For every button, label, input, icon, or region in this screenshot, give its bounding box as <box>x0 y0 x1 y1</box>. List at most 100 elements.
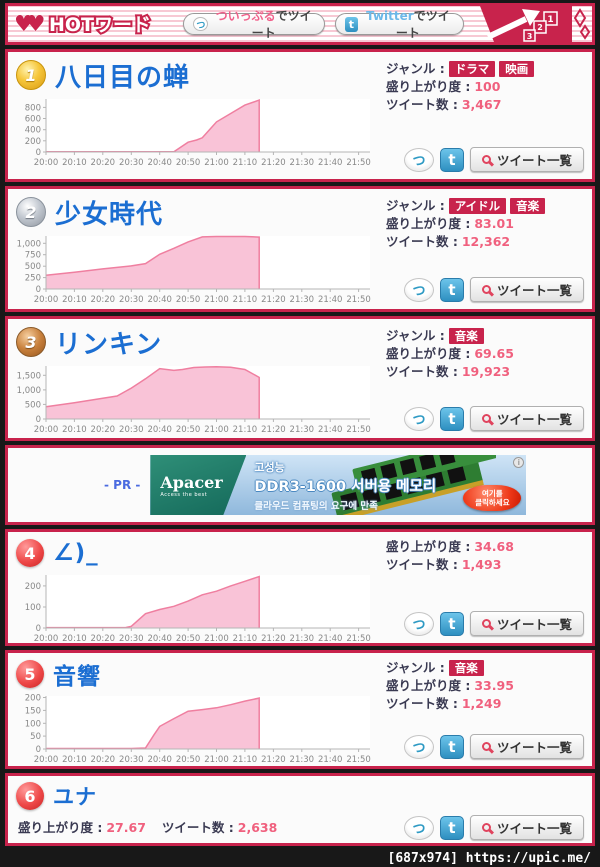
svg-text:1,000: 1,000 <box>17 239 41 249</box>
item-title-link[interactable]: 音響 <box>53 664 101 690</box>
ad-line1: 고성능 <box>254 461 285 474</box>
tweet-list-label: ツイート一覧 <box>496 617 572 632</box>
svg-text:20:20: 20:20 <box>91 755 116 765</box>
svg-text:20:40: 20:40 <box>147 158 172 168</box>
svg-text:20:10: 20:10 <box>62 755 87 765</box>
rank-badge: 6 <box>16 782 44 810</box>
ad-section: - PR - Apacer Access the best <box>5 445 595 525</box>
item-title-link[interactable]: 八日目の蝉 <box>55 62 191 93</box>
svg-text:200: 200 <box>25 694 41 704</box>
tweet-list-button[interactable]: ツイート一覧 <box>469 611 584 636</box>
item-title-link[interactable]: リンキン <box>55 329 163 360</box>
genre-tag[interactable]: 音楽 <box>510 198 546 214</box>
tweets-label: ツイート数 : <box>161 819 234 835</box>
twitter-tweet-button[interactable]: t <box>439 734 464 759</box>
tweet-list-button[interactable]: ツイート一覧 <box>469 734 584 759</box>
svg-text:21:50: 21:50 <box>346 295 371 305</box>
twipple-tweet-button[interactable]: つ <box>403 277 434 302</box>
svg-text:20:50: 20:50 <box>176 755 201 765</box>
svg-text:20:50: 20:50 <box>176 425 201 435</box>
twipple-tweet-button[interactable]: つ <box>403 406 434 431</box>
svg-text:20:00: 20:00 <box>34 755 59 765</box>
twitter-tweet-button[interactable]: t <box>439 277 464 302</box>
tweet-list-button[interactable]: ツイート一覧 <box>469 277 584 302</box>
cta-line1: 여기를 <box>482 489 503 498</box>
tweet-suffix-label: でツイート <box>251 9 312 40</box>
genre-tag[interactable]: 音楽 <box>448 660 484 676</box>
svg-text:20:50: 20:50 <box>176 158 201 168</box>
hearts-icon: ♥♥ <box>14 11 46 37</box>
svg-text:20:30: 20:30 <box>119 634 144 644</box>
watermark: [687x974] https://upic.me/ <box>387 851 592 866</box>
ad-banner[interactable]: Apacer Access the best <box>150 455 527 515</box>
item-actions: つ t ツイート一覧 <box>403 406 584 431</box>
tweet-list-button[interactable]: ツイート一覧 <box>469 406 584 431</box>
tweets-label: ツイート数 : <box>386 696 458 711</box>
score-label: 盛り上がり度 : <box>18 819 103 835</box>
magnifier-icon <box>481 285 491 294</box>
genre-tag[interactable]: ドラマ <box>448 61 496 77</box>
ad-info-icon[interactable]: i <box>513 457 525 468</box>
svg-text:20:30: 20:30 <box>119 295 144 305</box>
twipple-brand-label: ついっぷる <box>215 9 276 23</box>
twitter-tweet-button[interactable]: t <box>439 406 464 431</box>
twipple-tweet-button[interactable]: つ <box>403 147 434 172</box>
hotword-item-6: 6 ユナ 盛り上がり度 :27.67 ツイート数 :2,638 つ t ツイート… <box>5 773 595 846</box>
svg-text:21:30: 21:30 <box>290 295 315 305</box>
score-label: 盛り上がり度 : <box>386 346 471 361</box>
score-label: 盛り上がり度 : <box>386 678 471 693</box>
tweet-list-label: ツイート一覧 <box>496 740 572 755</box>
genre-tag[interactable]: 映画 <box>499 61 535 77</box>
svg-text:600: 600 <box>25 115 41 125</box>
apacer-brand-text: Apacer <box>160 472 223 492</box>
twipple-tweet-button[interactable]: つ <box>403 611 434 636</box>
item-stats: ジャンル : アイドル 音楽 盛り上がり度 :83.01 ツイート数 :12,3… <box>386 197 586 251</box>
tweets-value: 1,493 <box>461 557 502 572</box>
svg-text:20:30: 20:30 <box>119 425 144 435</box>
hotword-logo: ♥♥ HOTワード <box>14 10 173 39</box>
tweet-list-label: ツイート一覧 <box>496 153 572 168</box>
twitter-tweet-header-button[interactable]: t Twitterでツイート <box>334 9 464 40</box>
magnifier-icon <box>481 414 491 423</box>
twitter-tweet-button[interactable]: t <box>439 815 464 840</box>
svg-text:250: 250 <box>25 274 41 284</box>
score-value: 83.01 <box>474 216 514 231</box>
twitter-tweet-button[interactable]: t <box>439 611 464 636</box>
item-title-link[interactable]: ユナ <box>53 785 97 809</box>
svg-text:20:00: 20:00 <box>34 634 59 644</box>
svg-text:150: 150 <box>25 706 41 716</box>
svg-text:20:30: 20:30 <box>119 158 144 168</box>
item-stats: ジャンル : 音楽 盛り上がり度 :33.95 ツイート数 :1,249 <box>386 659 586 713</box>
twipple-tweet-header-button[interactable]: つ ついっぷるでツイート <box>183 9 325 40</box>
ad-cta-button: 여기를 클릭하세요 <box>463 485 522 511</box>
svg-text:21:30: 21:30 <box>290 755 315 765</box>
item-stats: ジャンル : 音楽 盛り上がり度 :69.65 ツイート数 :19,923 <box>386 327 586 381</box>
svg-text:0: 0 <box>36 745 41 755</box>
item-title-link[interactable]: 少女時代 <box>55 199 164 230</box>
genre-tag[interactable]: 音楽 <box>448 328 484 344</box>
twitter-tweet-button[interactable]: t <box>439 147 464 172</box>
svg-text:20:00: 20:00 <box>34 425 59 435</box>
svg-text:21:50: 21:50 <box>346 425 371 435</box>
svg-text:21:50: 21:50 <box>346 755 371 765</box>
svg-text:20:20: 20:20 <box>91 425 116 435</box>
rank-silver-medal: 2 <box>16 197 46 227</box>
tweet-list-button[interactable]: ツイート一覧 <box>469 147 584 172</box>
item-actions: つ t ツイート一覧 <box>403 815 584 840</box>
twipple-tweet-button[interactable]: つ <box>403 815 434 840</box>
genre-label: ジャンル : <box>386 61 445 76</box>
svg-text:21:40: 21:40 <box>318 425 343 435</box>
rank-number: 5 <box>24 664 36 684</box>
genre-tag[interactable]: アイドル <box>448 198 507 214</box>
svg-text:0: 0 <box>36 148 41 158</box>
tweet-list-button[interactable]: ツイート一覧 <box>469 815 584 840</box>
twipple-tweet-button[interactable]: つ <box>403 734 434 759</box>
tweet-list-label: ツイート一覧 <box>496 412 572 427</box>
score-label: 盛り上がり度 : <box>386 216 471 231</box>
item-actions: つ t ツイート一覧 <box>403 611 584 636</box>
rank-number: 3 <box>25 332 37 352</box>
score-value: 27.67 <box>106 819 146 835</box>
svg-text:0: 0 <box>36 624 41 634</box>
item-title-link[interactable]: ∠)_ <box>53 540 99 566</box>
